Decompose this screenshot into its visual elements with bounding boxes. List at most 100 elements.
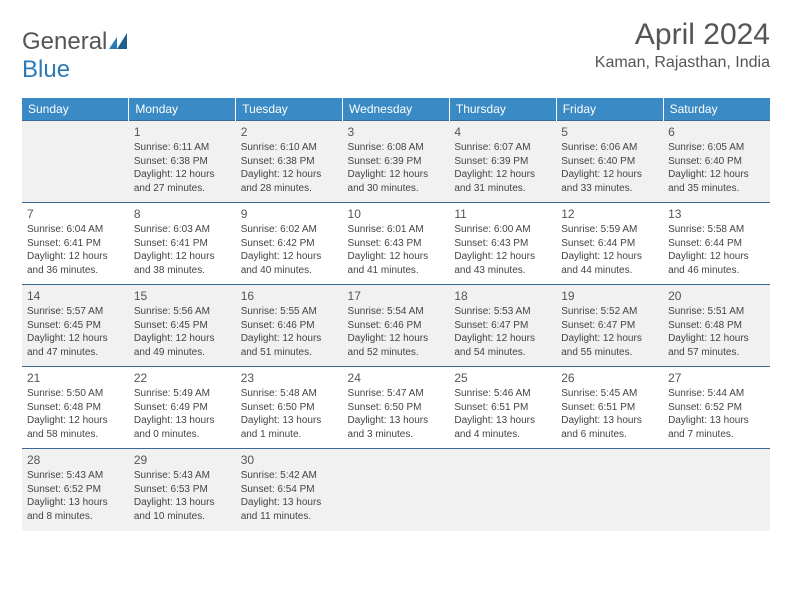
daylight-line: Daylight: 12 hours and 28 minutes. — [241, 168, 338, 195]
calendar-week-row: 14Sunrise: 5:57 AMSunset: 6:45 PMDayligh… — [22, 285, 770, 367]
calendar-cell: 28Sunrise: 5:43 AMSunset: 6:52 PMDayligh… — [22, 449, 129, 531]
sunrise-line: Sunrise: 5:49 AM — [134, 387, 231, 401]
sunrise-line: Sunrise: 5:44 AM — [668, 387, 765, 401]
sunset-line: Sunset: 6:50 PM — [241, 401, 338, 415]
daylight-line: Daylight: 12 hours and 30 minutes. — [348, 168, 445, 195]
sunset-line: Sunset: 6:39 PM — [348, 155, 445, 169]
calendar-cell: 1Sunrise: 6:11 AMSunset: 6:38 PMDaylight… — [129, 121, 236, 203]
day-header: Saturday — [663, 98, 770, 121]
calendar-cell: 24Sunrise: 5:47 AMSunset: 6:50 PMDayligh… — [343, 367, 450, 449]
sunrise-line: Sunrise: 6:08 AM — [348, 141, 445, 155]
day-number: 8 — [134, 206, 231, 222]
sunset-line: Sunset: 6:53 PM — [134, 483, 231, 497]
day-number: 3 — [348, 124, 445, 140]
day-number: 30 — [241, 452, 338, 468]
calendar-cell — [556, 449, 663, 531]
calendar-cell: 25Sunrise: 5:46 AMSunset: 6:51 PMDayligh… — [449, 367, 556, 449]
calendar-week-row: 7Sunrise: 6:04 AMSunset: 6:41 PMDaylight… — [22, 203, 770, 285]
calendar-cell — [663, 449, 770, 531]
day-number: 9 — [241, 206, 338, 222]
day-header: Wednesday — [343, 98, 450, 121]
daylight-line: Daylight: 13 hours and 1 minute. — [241, 414, 338, 441]
daylight-line: Daylight: 12 hours and 41 minutes. — [348, 250, 445, 277]
day-number: 20 — [668, 288, 765, 304]
sunrise-line: Sunrise: 6:04 AM — [27, 223, 124, 237]
calendar-cell: 27Sunrise: 5:44 AMSunset: 6:52 PMDayligh… — [663, 367, 770, 449]
month-title: April 2024 — [595, 18, 770, 52]
sunset-line: Sunset: 6:47 PM — [561, 319, 658, 333]
day-number: 12 — [561, 206, 658, 222]
calendar-cell: 22Sunrise: 5:49 AMSunset: 6:49 PMDayligh… — [129, 367, 236, 449]
sunrise-line: Sunrise: 5:43 AM — [134, 469, 231, 483]
day-header: Tuesday — [236, 98, 343, 121]
sunset-line: Sunset: 6:41 PM — [134, 237, 231, 251]
sunset-line: Sunset: 6:44 PM — [668, 237, 765, 251]
day-header-row: Sunday Monday Tuesday Wednesday Thursday… — [22, 98, 770, 121]
day-number: 19 — [561, 288, 658, 304]
calendar-cell: 15Sunrise: 5:56 AMSunset: 6:45 PMDayligh… — [129, 285, 236, 367]
calendar-cell: 9Sunrise: 6:02 AMSunset: 6:42 PMDaylight… — [236, 203, 343, 285]
sunset-line: Sunset: 6:38 PM — [134, 155, 231, 169]
calendar-cell: 26Sunrise: 5:45 AMSunset: 6:51 PMDayligh… — [556, 367, 663, 449]
sunrise-line: Sunrise: 5:53 AM — [454, 305, 551, 319]
daylight-line: Daylight: 13 hours and 3 minutes. — [348, 414, 445, 441]
daylight-line: Daylight: 12 hours and 58 minutes. — [27, 414, 124, 441]
sunrise-line: Sunrise: 5:55 AM — [241, 305, 338, 319]
sunrise-line: Sunrise: 5:57 AM — [27, 305, 124, 319]
daylight-line: Daylight: 12 hours and 51 minutes. — [241, 332, 338, 359]
daylight-line: Daylight: 12 hours and 40 minutes. — [241, 250, 338, 277]
day-number: 21 — [27, 370, 124, 386]
daylight-line: Daylight: 12 hours and 54 minutes. — [454, 332, 551, 359]
day-number: 26 — [561, 370, 658, 386]
sunrise-line: Sunrise: 5:45 AM — [561, 387, 658, 401]
day-number: 17 — [348, 288, 445, 304]
day-number: 15 — [134, 288, 231, 304]
daylight-line: Daylight: 12 hours and 38 minutes. — [134, 250, 231, 277]
daylight-line: Daylight: 13 hours and 8 minutes. — [27, 496, 124, 523]
day-number: 2 — [241, 124, 338, 140]
day-header: Friday — [556, 98, 663, 121]
calendar-cell: 12Sunrise: 5:59 AMSunset: 6:44 PMDayligh… — [556, 203, 663, 285]
day-number: 29 — [134, 452, 231, 468]
day-number: 27 — [668, 370, 765, 386]
calendar-cell: 18Sunrise: 5:53 AMSunset: 6:47 PMDayligh… — [449, 285, 556, 367]
sunrise-line: Sunrise: 5:42 AM — [241, 469, 338, 483]
day-header: Monday — [129, 98, 236, 121]
day-number: 13 — [668, 206, 765, 222]
sunrise-line: Sunrise: 6:06 AM — [561, 141, 658, 155]
sunset-line: Sunset: 6:40 PM — [668, 155, 765, 169]
daylight-line: Daylight: 13 hours and 11 minutes. — [241, 496, 338, 523]
daylight-line: Daylight: 12 hours and 36 minutes. — [27, 250, 124, 277]
calendar-cell: 6Sunrise: 6:05 AMSunset: 6:40 PMDaylight… — [663, 121, 770, 203]
sunset-line: Sunset: 6:49 PM — [134, 401, 231, 415]
sunrise-line: Sunrise: 6:07 AM — [454, 141, 551, 155]
sunrise-line: Sunrise: 5:46 AM — [454, 387, 551, 401]
day-header: Sunday — [22, 98, 129, 121]
sunset-line: Sunset: 6:41 PM — [27, 237, 124, 251]
day-number: 28 — [27, 452, 124, 468]
sunset-line: Sunset: 6:38 PM — [241, 155, 338, 169]
daylight-line: Daylight: 12 hours and 47 minutes. — [27, 332, 124, 359]
calendar-cell: 17Sunrise: 5:54 AMSunset: 6:46 PMDayligh… — [343, 285, 450, 367]
sunset-line: Sunset: 6:51 PM — [561, 401, 658, 415]
logo: General Blue — [22, 28, 129, 84]
calendar-cell: 4Sunrise: 6:07 AMSunset: 6:39 PMDaylight… — [449, 121, 556, 203]
sunset-line: Sunset: 6:50 PM — [348, 401, 445, 415]
sunrise-line: Sunrise: 6:10 AM — [241, 141, 338, 155]
sunrise-line: Sunrise: 5:50 AM — [27, 387, 124, 401]
sunset-line: Sunset: 6:43 PM — [348, 237, 445, 251]
sunset-line: Sunset: 6:45 PM — [27, 319, 124, 333]
logo-text: General Blue — [22, 28, 129, 84]
calendar-cell: 8Sunrise: 6:03 AMSunset: 6:41 PMDaylight… — [129, 203, 236, 285]
calendar-cell: 13Sunrise: 5:58 AMSunset: 6:44 PMDayligh… — [663, 203, 770, 285]
day-number: 22 — [134, 370, 231, 386]
sunset-line: Sunset: 6:45 PM — [134, 319, 231, 333]
calendar-cell: 10Sunrise: 6:01 AMSunset: 6:43 PMDayligh… — [343, 203, 450, 285]
sunset-line: Sunset: 6:46 PM — [241, 319, 338, 333]
day-number: 14 — [27, 288, 124, 304]
calendar-cell: 21Sunrise: 5:50 AMSunset: 6:48 PMDayligh… — [22, 367, 129, 449]
daylight-line: Daylight: 12 hours and 57 minutes. — [668, 332, 765, 359]
calendar-cell: 3Sunrise: 6:08 AMSunset: 6:39 PMDaylight… — [343, 121, 450, 203]
calendar-week-row: 21Sunrise: 5:50 AMSunset: 6:48 PMDayligh… — [22, 367, 770, 449]
sunset-line: Sunset: 6:42 PM — [241, 237, 338, 251]
